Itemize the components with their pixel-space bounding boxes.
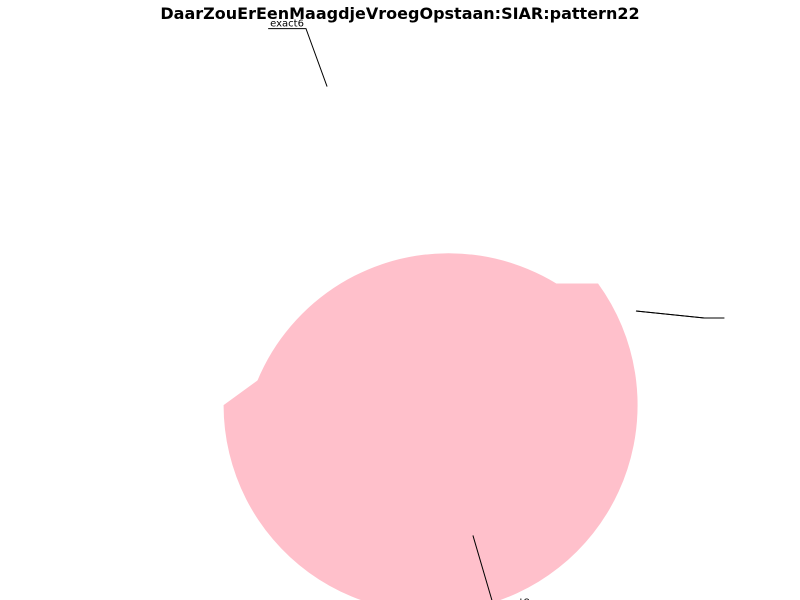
slice-label-exact8: exact8 [496, 597, 530, 600]
pie-slice-exact8 [241, 253, 616, 461]
slice-label-exact6: exact6 [270, 19, 304, 30]
leader-line-1 [268, 28, 328, 87]
leader-line-4 [635, 310, 725, 319]
chart-title: DaarZouErEenMaagdjeVroegOpstaan:SIAR:pat… [160, 4, 640, 23]
leader-line-2 [472, 535, 493, 600]
